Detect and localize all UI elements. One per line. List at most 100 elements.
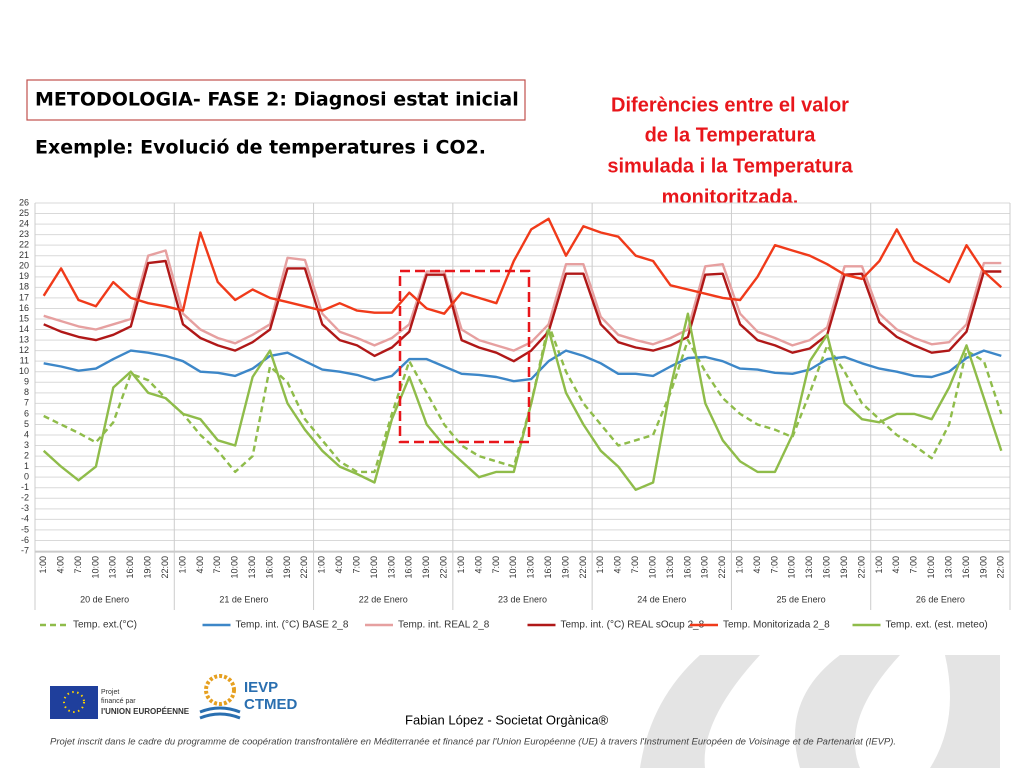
x-tick-label: 1:00 <box>38 556 48 574</box>
x-tick-label: 19:00 <box>700 556 710 579</box>
y-tick-label: -3 <box>21 503 29 513</box>
decoration <box>640 655 1000 768</box>
y-tick-label: 22 <box>19 240 29 250</box>
y-tick-label: 24 <box>19 218 29 228</box>
y-tick-label: 12 <box>19 345 29 355</box>
y-tick-label: 4 <box>24 429 29 439</box>
y-tick-label: 25 <box>19 208 29 218</box>
annotation: simulada i la Temperatura <box>607 155 853 177</box>
y-tick-label: 14 <box>19 324 29 334</box>
series-line <box>42 312 1003 491</box>
y-tick-label: 20 <box>19 261 29 271</box>
x-tick-label: 16:00 <box>682 556 692 579</box>
y-tick-label: 2 <box>24 450 29 460</box>
annotation: de la Temperatura <box>645 124 817 146</box>
day-label: 23 de Enero <box>498 594 547 604</box>
series-line <box>42 217 1003 315</box>
y-tick-label: 0 <box>24 472 29 482</box>
x-tick-label: 10:00 <box>508 556 518 579</box>
x-tick-label: 7:00 <box>491 556 501 574</box>
x-tick-label: 10:00 <box>926 556 936 579</box>
x-tick-label: 22:00 <box>439 556 449 579</box>
y-tick-label: -5 <box>21 524 29 534</box>
series-line <box>43 323 1003 474</box>
x-tick-label: 7:00 <box>212 556 222 574</box>
eu-flag <box>50 686 98 719</box>
x-tick-label: 1:00 <box>735 556 745 574</box>
x-tick-label: 19:00 <box>282 556 292 579</box>
y-tick-label: -2 <box>21 493 29 503</box>
day-label: 25 de Enero <box>777 594 826 604</box>
day-label: 22 de Enero <box>359 594 408 604</box>
x-tick-label: 19:00 <box>143 556 153 579</box>
y-tick-label: 21 <box>19 250 29 260</box>
x-tick-label: 16:00 <box>822 556 832 579</box>
y-tick-label: -4 <box>21 514 29 524</box>
disclaimer: Projet inscrit dans le cadre du programm… <box>50 737 896 748</box>
y-tick-label: -7 <box>21 545 29 555</box>
y-tick-label: 16 <box>19 303 29 313</box>
x-tick-label: 13:00 <box>247 556 257 579</box>
x-tick-label: 1:00 <box>874 556 884 574</box>
series-line <box>43 349 1002 383</box>
day-label: 24 de Enero <box>637 594 686 604</box>
x-tick-label: 16:00 <box>404 556 414 579</box>
author: Fabian López - Societat Orgànica® <box>405 712 609 727</box>
ievp-text: IEVP <box>244 679 278 696</box>
title-box <box>26 79 526 121</box>
eu-text: Projet <box>101 689 119 696</box>
legend-label: Temp. int. (°C) BASE 2_8 <box>236 620 349 631</box>
slide-title: METODOLOGIA- FASE 2: Diagnosi estat inic… <box>35 89 519 111</box>
highlight-box <box>398 269 531 444</box>
y-tick-label: -6 <box>21 535 29 545</box>
legend-label: Temp. Monitorizada 2_8 <box>723 620 830 631</box>
y-tick-label: 19 <box>19 271 29 281</box>
x-tick-label: 4:00 <box>334 556 344 574</box>
day-label: 20 de Enero <box>80 594 129 604</box>
y-tick-label: 3 <box>24 440 29 450</box>
eu-text: financé par <box>101 698 136 705</box>
annotation: Diferències entre el valor <box>611 94 849 116</box>
x-tick-label: 4:00 <box>55 556 65 574</box>
legend-label: Temp. int. REAL 2_8 <box>398 620 490 631</box>
ievp-logo <box>204 674 236 706</box>
x-tick-label: 16:00 <box>264 556 274 579</box>
eu-text: l'UNION EUROPÉENNE <box>101 707 190 716</box>
x-tick-label: 22:00 <box>996 556 1006 579</box>
x-tick-label: 1:00 <box>177 556 187 574</box>
x-tick-label: 4:00 <box>613 556 623 574</box>
y-tick-label: 8 <box>24 387 29 397</box>
series-line <box>43 249 1002 352</box>
chart: -7-6-5-4-3-2-101234567891011121314151617… <box>19 197 1011 631</box>
x-tick-label: 13:00 <box>804 556 814 579</box>
y-tick-label: 15 <box>19 313 29 323</box>
x-tick-label: 22:00 <box>578 556 588 579</box>
day-label: 26 de Enero <box>916 594 965 604</box>
x-tick-label: 16:00 <box>961 556 971 579</box>
ievp-waves <box>199 706 241 720</box>
y-tick-label: 6 <box>24 408 29 418</box>
x-tick-label: 4:00 <box>473 556 483 574</box>
y-tick-label: -1 <box>21 482 29 492</box>
x-tick-label: 10:00 <box>230 556 240 579</box>
x-tick-label: 7:00 <box>351 556 361 574</box>
x-tick-label: 10:00 <box>90 556 100 579</box>
y-tick-label: 18 <box>19 282 29 292</box>
legend-label: Temp. ext.(°C) <box>73 620 137 631</box>
y-tick-label: 17 <box>19 292 29 302</box>
x-tick-label: 19:00 <box>560 556 570 579</box>
x-tick-label: 10:00 <box>787 556 797 579</box>
legend-label: Temp. ext. (est. meteo) <box>886 620 988 631</box>
legend-label: Temp. int. (°C) REAL sOcup 2_8 <box>561 620 705 631</box>
series-line <box>43 259 1002 363</box>
x-tick-label: 7:00 <box>769 556 779 574</box>
x-tick-label: 13:00 <box>526 556 536 579</box>
x-tick-label: 22:00 <box>717 556 727 579</box>
x-tick-label: 19:00 <box>978 556 988 579</box>
annotation: monitoritzada. <box>662 186 799 208</box>
x-tick-label: 7:00 <box>73 556 83 574</box>
x-tick-label: 10:00 <box>647 556 657 579</box>
y-tick-label: 26 <box>19 197 29 207</box>
y-tick-label: 7 <box>24 398 29 408</box>
